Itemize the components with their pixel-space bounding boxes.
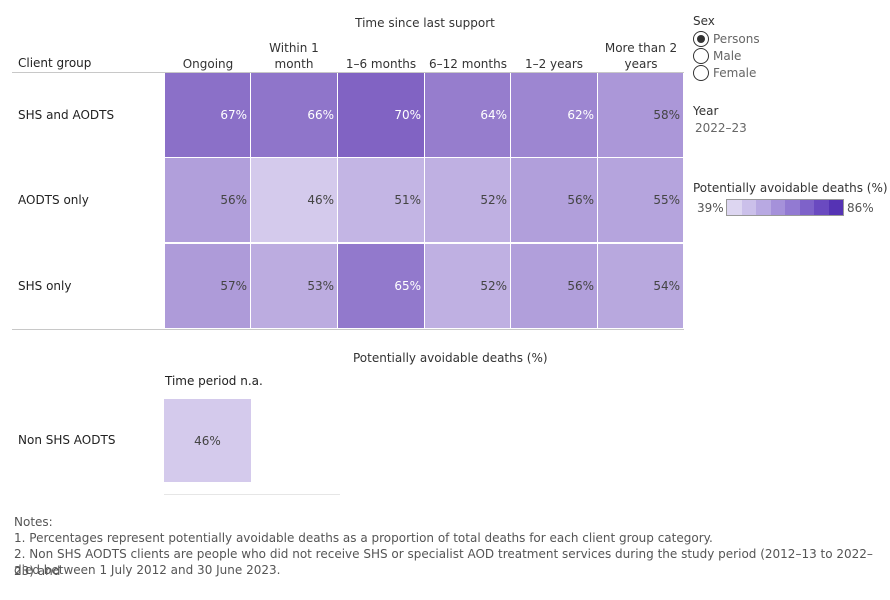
radio-label-male[interactable]: Male — [713, 49, 742, 63]
radio-female[interactable] — [693, 65, 709, 81]
sex-filter-title: Sex — [693, 14, 715, 28]
heatmap-cell: 55% — [598, 158, 684, 243]
heatmap-cell: 54% — [598, 244, 684, 329]
cell-value-label: 65% — [394, 279, 421, 293]
legend-color-bar — [726, 199, 844, 216]
column-header-2: 1–6 months — [345, 57, 417, 71]
column-header-3: 6–12 months — [429, 57, 507, 71]
cell-value-label: 67% — [220, 108, 247, 122]
table-bottom-divider — [12, 329, 684, 330]
cell-value-label: 70% — [394, 108, 421, 122]
heatmap-cell: 46% — [251, 158, 338, 243]
year-filter-title: Year — [693, 104, 719, 118]
heatmap-cell: 51% — [338, 158, 425, 243]
cell-value-label: 56% — [567, 279, 594, 293]
heatmap-cell: 56% — [165, 158, 251, 243]
cell-value-label: 58% — [653, 108, 680, 122]
row-header: Client group — [18, 56, 92, 70]
radio-male[interactable] — [693, 48, 709, 64]
cell-value-label: 52% — [480, 193, 507, 207]
note-line-1: 1. Percentages represent potentially avo… — [14, 531, 713, 545]
legend-swatch — [727, 200, 742, 215]
column-header-5: More than 2 years — [604, 41, 678, 71]
legend-swatch — [741, 200, 756, 215]
cell-value-label: 66% — [307, 108, 334, 122]
heatmap-cell: 64% — [425, 73, 511, 158]
row-label-aodts-only: AODTS only — [18, 193, 89, 207]
heatmap-cell-non-shs-aodts: 46% — [164, 399, 251, 482]
heatmap-cell: 66% — [251, 73, 338, 158]
row-label-non-shs-aodts: Non SHS AODTS — [18, 433, 116, 447]
cell-value-label: 56% — [220, 193, 247, 207]
cell-value-label: 52% — [480, 279, 507, 293]
legend-max-label: 86% — [847, 201, 874, 215]
secondary-bottom-divider — [164, 494, 340, 495]
heatmap-cell: 67% — [165, 73, 251, 158]
note-line-2: 2. Non SHS AODTS clients are people who … — [14, 547, 873, 578]
row-label-shs-and-aodts: SHS and AODTS — [18, 108, 115, 122]
legend-swatch — [756, 200, 771, 215]
secondary-column-header: Time period n.a. — [165, 374, 263, 388]
column-header-1: Within 1 month — [269, 41, 319, 71]
cell-value-label: 56% — [567, 193, 594, 207]
radio-label-female[interactable]: Female — [713, 66, 757, 80]
legend-swatch — [770, 200, 785, 215]
cell-value-label: 46% — [194, 433, 221, 448]
heatmap-cell: 52% — [425, 158, 511, 243]
heatmap-cell: 52% — [425, 244, 511, 329]
heatmap-cell: 70% — [338, 73, 425, 158]
cell-value-label: 55% — [653, 193, 680, 207]
cell-value-label: 57% — [220, 279, 247, 293]
notes-title: Notes: — [14, 515, 53, 529]
cell-value-label: 51% — [394, 193, 421, 207]
heatmap-cell: 62% — [511, 73, 598, 158]
header-divider — [12, 72, 684, 73]
cell-value-label: 62% — [567, 108, 594, 122]
heatmap-cell: 56% — [511, 158, 598, 243]
heatmap-cell: 58% — [598, 73, 684, 158]
heatmap-cell: 56% — [511, 244, 598, 329]
legend-swatch — [828, 200, 843, 215]
chart-title: Time since last support — [355, 16, 495, 30]
column-header-0: Ongoing — [182, 57, 234, 71]
radio-label-persons[interactable]: Persons — [713, 32, 760, 46]
cell-value-label: 46% — [307, 193, 334, 207]
heatmap-cell: 65% — [338, 244, 425, 329]
note-line-3: died between 1 July 2012 and 30 June 202… — [14, 563, 281, 577]
year-filter-value[interactable]: 2022–23 — [695, 121, 747, 135]
legend-swatch — [814, 200, 829, 215]
cell-value-label: 53% — [307, 279, 334, 293]
legend-min-label: 39% — [697, 201, 724, 215]
heatmap-cell: 57% — [165, 244, 251, 329]
cell-value-label: 54% — [653, 279, 680, 293]
legend-swatch — [799, 200, 814, 215]
column-header-4: 1–2 years — [524, 57, 584, 71]
cell-value-label: 64% — [480, 108, 507, 122]
legend-swatch — [785, 200, 800, 215]
heatmap-cell: 53% — [251, 244, 338, 329]
row-label-shs-only: SHS only — [18, 279, 72, 293]
x-axis-label: Potentially avoidable deaths (%) — [353, 351, 548, 365]
legend-title: Potentially avoidable deaths (%) — [693, 181, 888, 195]
radio-persons[interactable] — [693, 31, 709, 47]
